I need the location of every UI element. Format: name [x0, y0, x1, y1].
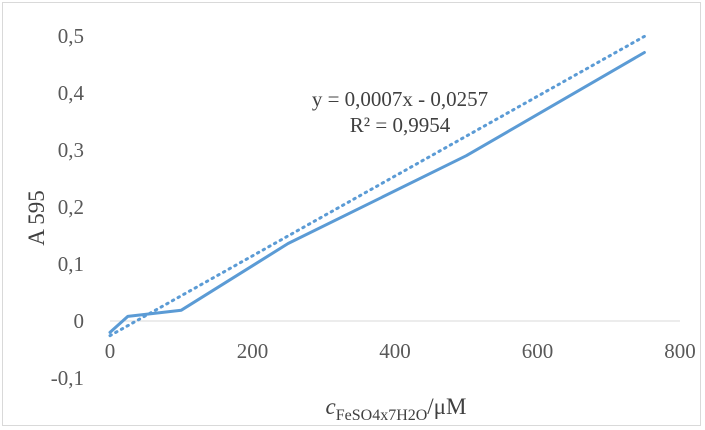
x-tick-label: 800	[664, 339, 696, 363]
x-tick-label: 600	[522, 339, 554, 363]
y-tick-label: 0	[74, 309, 85, 333]
y-axis-title: A 595	[24, 190, 49, 246]
x-tick-labels: 0 200 400 600 800	[105, 339, 696, 363]
x-axis-title-variable: c	[326, 394, 336, 419]
x-axis-title-unit: /μM	[427, 394, 466, 419]
x-axis-title: cFeSO4x7H2O/μM	[326, 394, 467, 424]
y-tick-label: 0,1	[58, 252, 84, 276]
y-tick-label: -0,1	[51, 366, 84, 390]
y-tick-labels: -0,1 0 0,1 0,2 0,3 0,4 0,5	[51, 24, 85, 390]
x-tick-label: 200	[237, 339, 269, 363]
chart-frame	[2, 2, 701, 426]
y-tick-label: 0,5	[58, 24, 84, 48]
series-line	[108, 51, 646, 334]
y-tick-label: 0,3	[58, 138, 84, 162]
trendline-equation: y = 0,0007x - 0,0257	[312, 87, 488, 111]
trendline-r-squared: R² = 0,9954	[350, 113, 451, 137]
plot-area	[108, 34, 646, 338]
trendline	[108, 34, 646, 338]
x-axis-title-subscript: FeSO4x7H2O	[336, 407, 428, 424]
x-tick-label: 400	[379, 339, 411, 363]
y-tick-label: 0,4	[58, 81, 85, 105]
y-tick-label: 0,2	[58, 195, 84, 219]
x-tick-label: 0	[105, 339, 116, 363]
